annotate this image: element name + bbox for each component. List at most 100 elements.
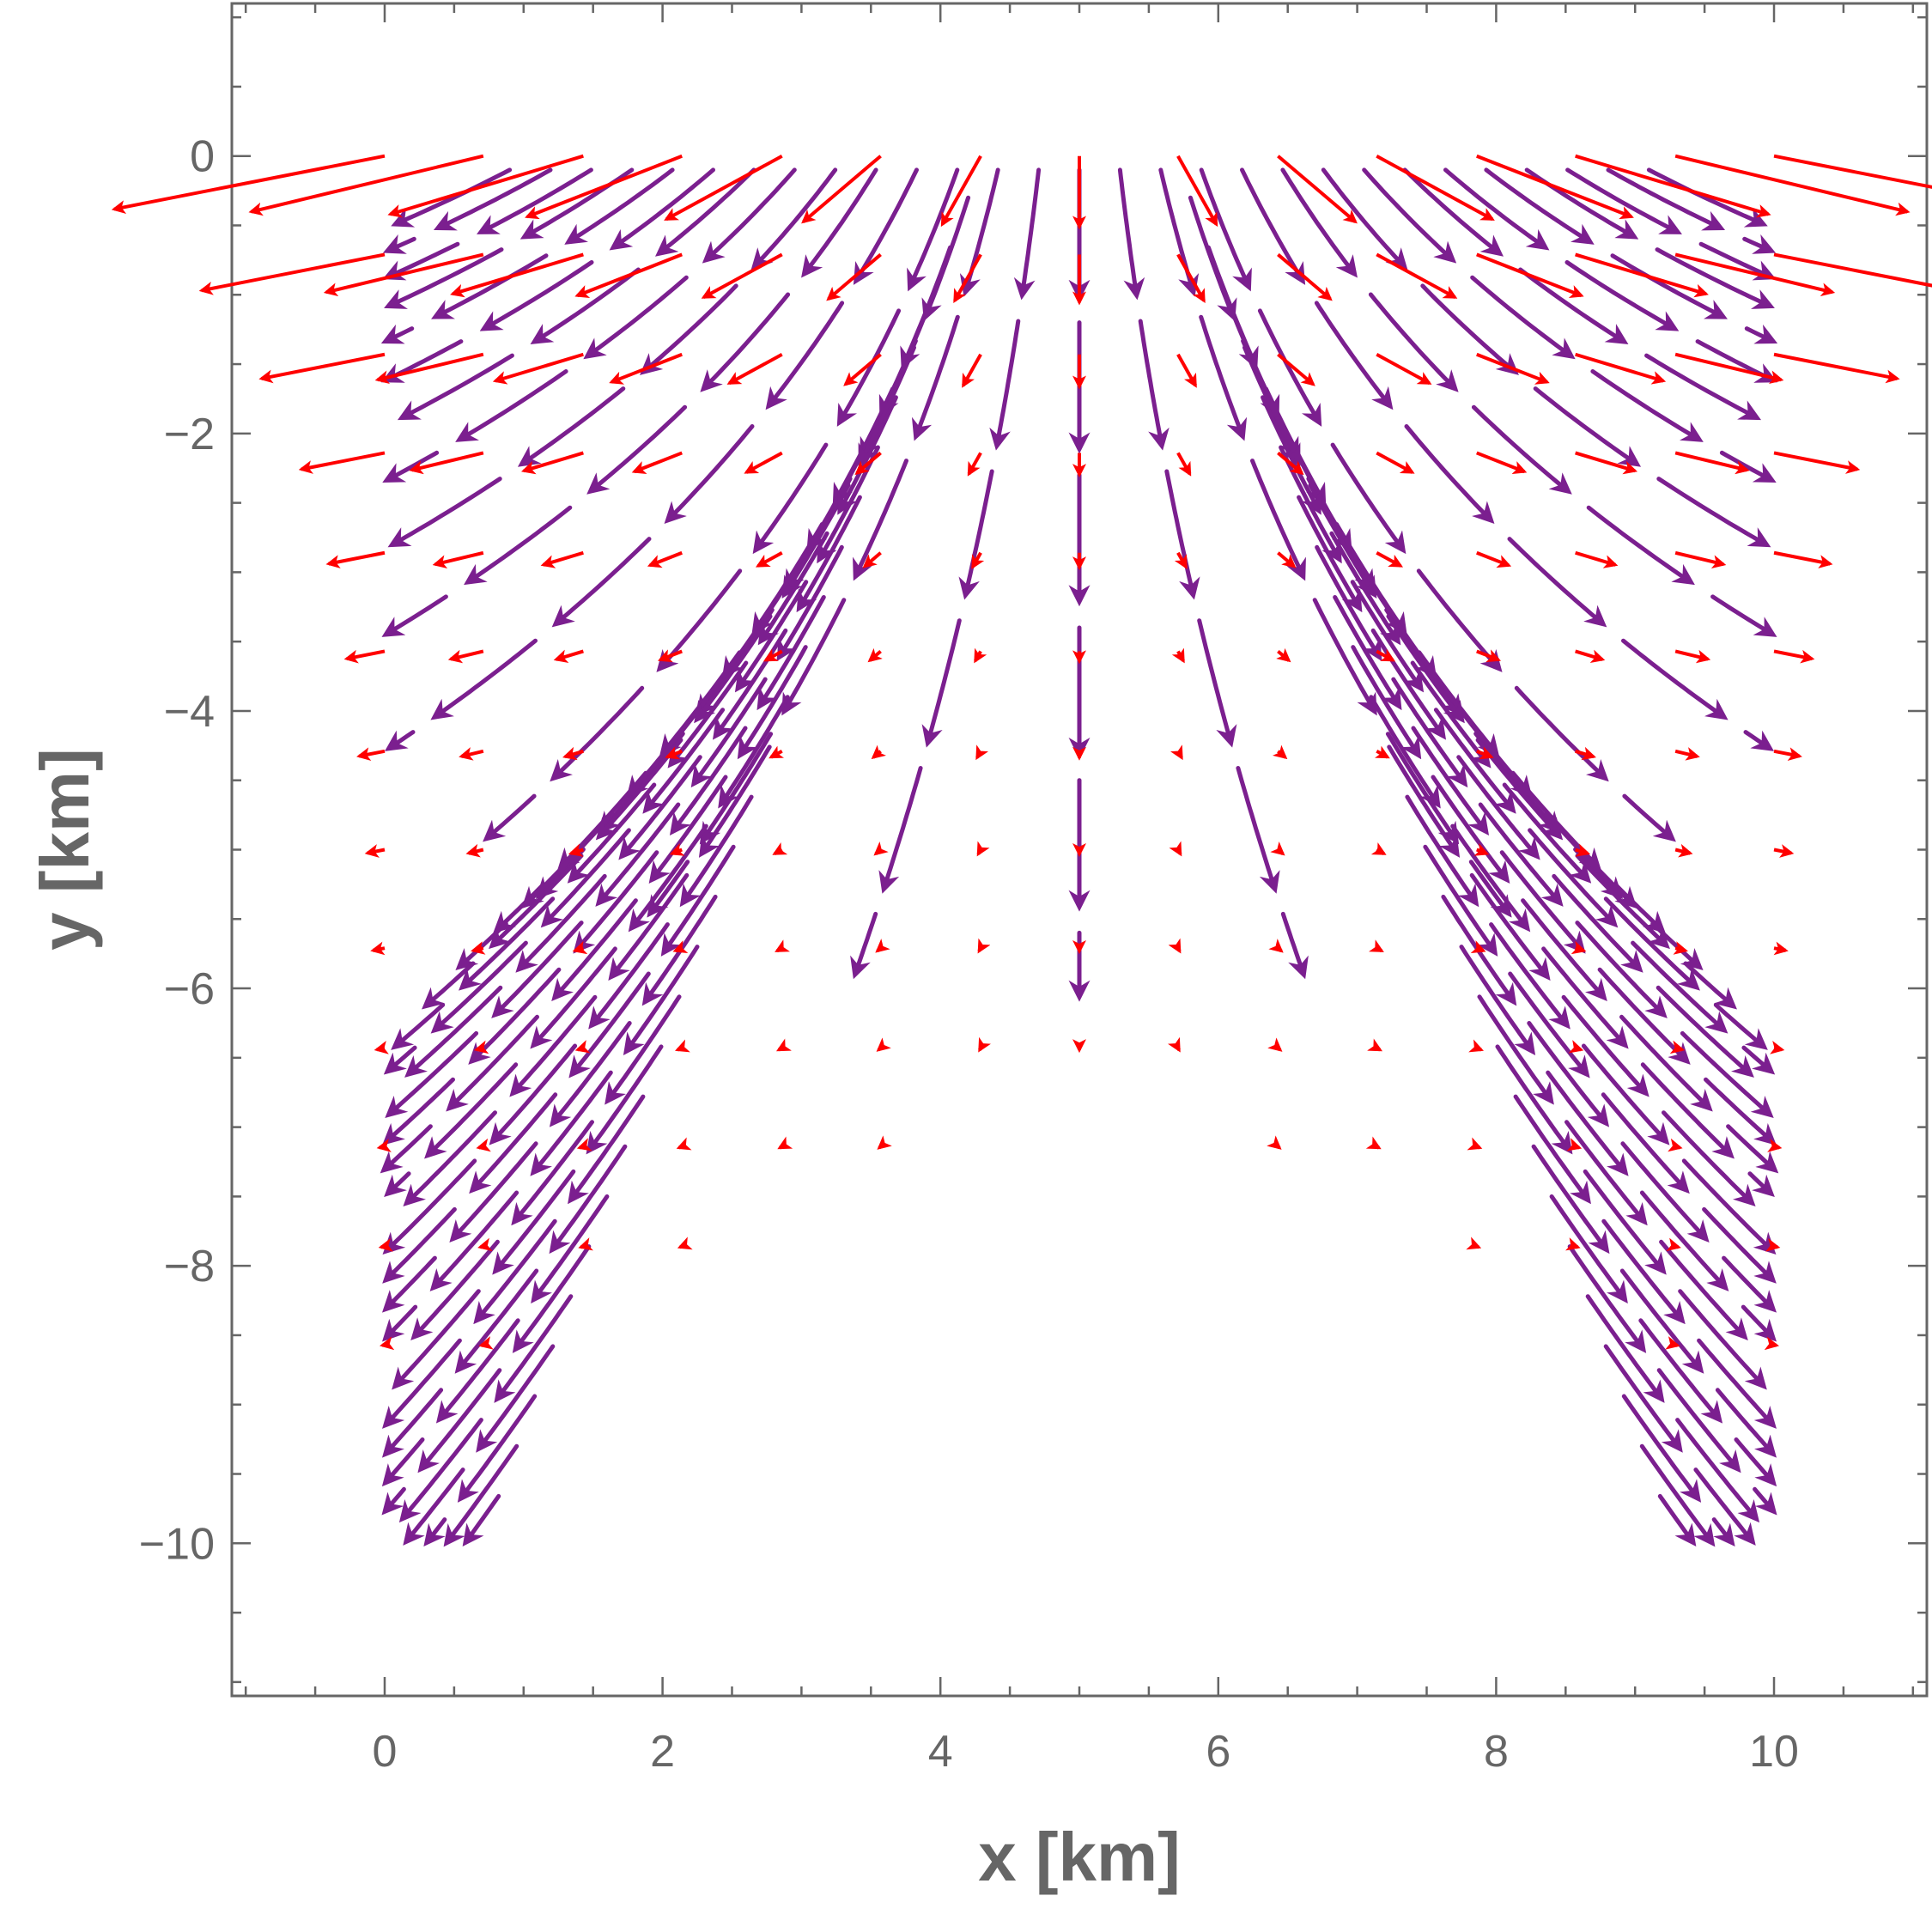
- stream-segment: [1411, 726, 1490, 836]
- stream-segment: [381, 1437, 425, 1487]
- vector-arrow: [867, 647, 883, 663]
- stream-segment: [1680, 1030, 1774, 1118]
- stream-segment: [878, 766, 923, 894]
- vector-arrow: [553, 649, 584, 663]
- vector-arrow: [1176, 353, 1197, 388]
- vector-arrow: [777, 1136, 793, 1150]
- stream-segment: [700, 292, 791, 392]
- stream-segment: [380, 324, 415, 344]
- stream-segment: [1726, 1124, 1779, 1174]
- vector-arrow: [374, 1041, 389, 1054]
- vector-arrow: [1674, 843, 1693, 858]
- vector-arrow: [1367, 1038, 1382, 1052]
- stream-segment: [1518, 267, 1629, 345]
- vector-arrow: [574, 252, 683, 299]
- stream-segment: [1742, 234, 1777, 254]
- stream-segment: [1603, 896, 1700, 991]
- vector-arrow: [364, 844, 386, 858]
- stream-segment: [1423, 844, 1498, 957]
- stream-segment: [757, 531, 829, 646]
- vector-arrow: [477, 1237, 493, 1252]
- stream-segment: [1528, 828, 1619, 928]
- vector-arrow: [676, 1137, 692, 1151]
- vector-arrow: [843, 353, 882, 386]
- stream-segment: [1585, 1294, 1665, 1403]
- vector-arrow: [1272, 744, 1288, 760]
- vector-arrow: [1575, 843, 1591, 857]
- stream-segment: [1404, 424, 1495, 525]
- stream-segment: [476, 1344, 556, 1453]
- vector-arrow: [769, 745, 785, 759]
- vector-arrow: [854, 451, 882, 476]
- vector-arrow: [1466, 1237, 1482, 1250]
- stream-segment: [1521, 898, 1607, 1001]
- stream-segment: [384, 247, 504, 309]
- stream-segment: [1533, 386, 1642, 467]
- vector-arrow: [492, 352, 584, 385]
- stream-segment: [1744, 324, 1778, 344]
- vector-arrow: [476, 1138, 491, 1152]
- stream-segment: [1433, 708, 1516, 814]
- vector-arrow: [1669, 1040, 1686, 1054]
- stream-segment: [1236, 766, 1280, 894]
- stream-segment: [1711, 1517, 1735, 1546]
- stream-segment: [648, 775, 728, 884]
- stream-segment: [958, 469, 994, 600]
- vector-arrow: [459, 747, 484, 761]
- stream-segment: [531, 1194, 610, 1304]
- stream-segment: [1402, 167, 1504, 257]
- stream-segment: [403, 1467, 465, 1546]
- vector-arrow: [1169, 841, 1182, 857]
- vector-arrow: [323, 252, 484, 297]
- vector-arrow: [1773, 649, 1815, 664]
- stream-segment: [540, 828, 631, 928]
- vector-arrow: [1376, 252, 1458, 300]
- vector-arrow: [1176, 253, 1206, 304]
- stream-segment: [473, 1218, 557, 1325]
- vector-arrow: [677, 1237, 693, 1250]
- stream-segment: [1631, 940, 1728, 1034]
- stream-segment: [1640, 1062, 1735, 1159]
- stream-segment: [1710, 594, 1777, 637]
- x-axis-label: x [km]: [978, 1819, 1181, 1895]
- y-tick-label: −6: [164, 964, 215, 1014]
- x-tick-label: 2: [650, 1727, 675, 1777]
- stream-segment: [1405, 794, 1479, 908]
- vector-arrow: [977, 938, 991, 954]
- vector-arrow: [1270, 842, 1285, 856]
- stream-segment: [623, 945, 700, 1055]
- stream-segment: [430, 638, 538, 720]
- stream-segment: [921, 618, 962, 748]
- stream-segment: [391, 167, 513, 228]
- stream-segment: [1741, 1304, 1777, 1342]
- stream-segment: [382, 241, 460, 281]
- stream-segment: [679, 794, 754, 908]
- stream-segment: [380, 1124, 433, 1174]
- vector-arrow: [374, 352, 484, 385]
- vector-arrow: [1267, 1037, 1283, 1052]
- stream-segment: [878, 295, 934, 418]
- stream-segment: [640, 283, 738, 375]
- vector-arrow: [1476, 649, 1502, 663]
- vector-arrow: [1674, 649, 1711, 664]
- stream-segment: [382, 1206, 457, 1284]
- vector-arrow: [1365, 1136, 1382, 1150]
- stream-segment: [1575, 854, 1670, 950]
- vector-arrow: [631, 451, 683, 475]
- stream-segment: [384, 1171, 411, 1198]
- vector-arrow: [111, 154, 386, 214]
- vector-arrow: [1668, 1138, 1683, 1152]
- vector-arrow: [657, 649, 683, 663]
- stream-segment: [462, 1493, 501, 1547]
- stream-segment: [1561, 994, 1649, 1097]
- vector-arrow: [562, 746, 584, 761]
- stream-segment: [1601, 1092, 1690, 1194]
- stream-segment: [1646, 167, 1768, 228]
- stream-segment: [404, 985, 503, 1078]
- stream-segment: [443, 1443, 519, 1547]
- vector-arrow: [701, 252, 783, 300]
- stream-segment: [1117, 167, 1145, 301]
- stream-segment: [1619, 1014, 1713, 1112]
- stream-segment: [1564, 260, 1680, 331]
